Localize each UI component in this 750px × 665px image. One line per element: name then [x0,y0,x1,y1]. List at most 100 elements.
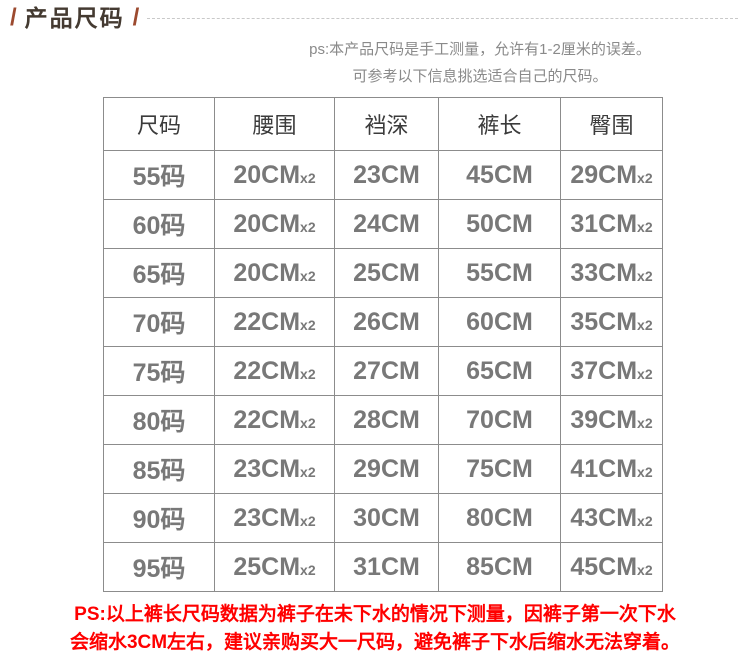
cell-value: 31CM [353,552,420,581]
column-header-waist: 腰围 [214,97,335,151]
cell-value: 26CM [353,307,420,336]
column-header-pants-length: 裤长 [438,97,561,151]
cell-value: 25CM [353,258,420,287]
multiplier-suffix: x2 [637,218,653,235]
table-cell: 45CMx2 [560,542,663,592]
multiplier-suffix: x2 [300,512,316,529]
multiplier-suffix: x2 [300,218,316,235]
shrinkage-warning-line2: 会缩水3CM左右，建议亲购买大一尺码，避免裤子下水后缩水无法穿着。 [69,632,681,653]
cell-value: 43CM [570,503,638,532]
table-row: 80码 22CMx2 28CM 70CM 39CMx2 [103,395,663,445]
cell-value: 28CM [353,405,420,434]
cell-value: 60CM [466,307,533,336]
table-cell: 31CM [334,542,439,592]
table-cell: 24CM [334,199,439,249]
table-cell: 20CMx2 [214,248,335,298]
table-cell: 23CM [334,150,439,200]
cell-value: 22CM [233,307,301,336]
table-cell: 80码 [103,395,215,445]
table-cell: 29CM [334,444,439,494]
table-cell: 33CMx2 [560,248,663,298]
cell-value: 31CM [570,209,638,238]
multiplier-suffix: x2 [637,365,653,382]
cell-value: 65CM [466,356,533,385]
table-row: 95码 25CMx2 31CM 85CM 45CMx2 [103,542,663,592]
cell-value: 27CM [353,356,420,385]
cell-value: 80码 [132,408,186,436]
table-cell: 20CMx2 [214,150,335,200]
table-row: 65码 20CMx2 25CM 55CM 33CMx2 [103,248,663,298]
cell-value: 75CM [466,454,533,483]
title-dashed-divider [147,17,738,19]
table-cell: 55CM [438,248,561,298]
table-row: 55码 20CMx2 23CM 45CM 29CMx2 [103,150,663,200]
cell-value: 33CM [570,258,638,287]
table-cell: 43CMx2 [560,493,663,543]
table-cell: 30CM [334,493,439,543]
cell-value: 20CM [233,209,301,238]
size-table-body: 55码 20CMx2 23CM 45CM 29CMx2 60码 20CMx2 24CM 50CM… [103,150,663,592]
cell-value: 80CM [466,503,533,532]
table-cell: 35CMx2 [560,297,663,347]
multiplier-suffix: x2 [300,463,316,480]
table-cell: 65码 [103,248,215,298]
table-cell: 31CMx2 [560,199,663,249]
cell-value: 90码 [132,506,186,534]
table-row: 75码 22CMx2 27CM 65CM 37CMx2 [103,346,663,396]
table-cell: 23CMx2 [214,493,335,543]
multiplier-suffix: x2 [637,316,653,333]
multiplier-suffix: x2 [637,512,653,529]
table-row: 85码 23CMx2 29CM 75CM 41CMx2 [103,444,663,494]
size-table: 尺码 腰围 裆深 裤长 臀围 55码 20CMx2 23CM 45CM 29CMx2 60… [103,97,663,592]
table-cell: 22CMx2 [214,346,335,396]
table-cell: 22CMx2 [214,395,335,445]
cell-value: 20CM [233,160,301,189]
table-cell: 25CM [334,248,439,298]
table-cell: 29CMx2 [560,150,663,200]
title-slash-right: / [132,4,140,31]
multiplier-suffix: x2 [637,267,653,284]
table-cell: 60CM [438,297,561,347]
cell-value: 30CM [353,503,420,532]
page-title: 产品尺码 [24,5,125,31]
cell-value: 45CM [570,552,638,581]
table-cell: 23CMx2 [214,444,335,494]
cell-value: 22CM [233,356,301,385]
table-cell: 95码 [103,542,215,592]
multiplier-suffix: x2 [637,561,653,578]
cell-value: 37CM [570,356,638,385]
cell-value: 35CM [570,307,638,336]
table-cell: 28CM [334,395,439,445]
table-cell: 41CMx2 [560,444,663,494]
multiplier-suffix: x2 [300,267,316,284]
multiplier-suffix: x2 [300,365,316,382]
table-cell: 70CM [438,395,561,445]
measurement-note: ps:本产品尺码是手工测量，允许有1-2厘米的误差。 可参考以下信息挑选适合自己… [240,36,720,90]
table-cell: 22CMx2 [214,297,335,347]
cell-value: 23CM [353,160,420,189]
table-cell: 39CMx2 [560,395,663,445]
cell-value: 24CM [353,209,420,238]
table-row: 60码 20CMx2 24CM 50CM 31CMx2 [103,199,663,249]
title-slash-left: / [10,4,17,31]
table-cell: 45CM [438,150,561,200]
cell-value: 29CM [570,160,638,189]
table-cell: 80CM [438,493,561,543]
section-title-bar: / 产品尺码 / [10,5,738,31]
table-cell: 25CMx2 [214,542,335,592]
column-header-crotch-depth: 裆深 [334,97,439,151]
cell-value: 85码 [132,457,186,485]
column-header-hip: 臀围 [560,97,663,151]
multiplier-suffix: x2 [637,169,653,186]
table-cell: 60码 [103,199,215,249]
cell-value: 70CM [466,405,533,434]
multiplier-suffix: x2 [300,316,316,333]
table-cell: 37CMx2 [560,346,663,396]
table-cell: 70码 [103,297,215,347]
table-cell: 27CM [334,346,439,396]
multiplier-suffix: x2 [300,414,316,431]
multiplier-suffix: x2 [300,561,316,578]
cell-value: 22CM [233,405,301,434]
measurement-note-line2: 可参考以下信息挑选适合自己的尺码。 [352,68,608,85]
